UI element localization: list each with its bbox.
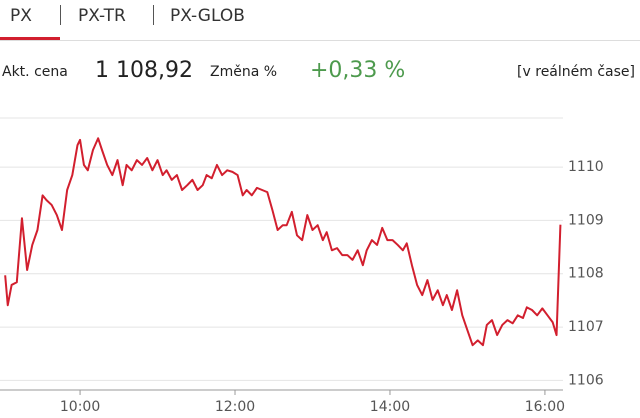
price-line [4,137,562,347]
y-tick-label: 1109 [568,212,604,228]
tab[interactable]: PX-TR [78,6,126,26]
tab-bar: PX PX-TR PX-GLOB [0,0,640,41]
separator [153,5,154,25]
x-tick-label: 12:00 [215,399,255,415]
change: +0,33 % [310,58,406,83]
tab[interactable]: PX-GLOB [170,6,245,26]
x-tick-label: 16:00 [525,399,565,415]
price: 1 108,92 [95,58,193,83]
y-tick-label: 1107 [568,319,604,335]
change-label: Změna % [210,64,278,80]
x-tick-label: 14:00 [370,399,410,415]
y-tick-label: 1106 [568,372,604,388]
tab[interactable]: PX [10,6,32,26]
price-label: Akt. cena [2,64,68,80]
active-indicator [0,37,60,40]
realtime-note: [v reálném čase] [517,64,635,80]
separator [60,5,61,25]
y-tick-label: 1108 [568,266,604,282]
x-tick-label: 10:00 [60,399,100,415]
y-tick-label: 1110 [568,159,604,175]
